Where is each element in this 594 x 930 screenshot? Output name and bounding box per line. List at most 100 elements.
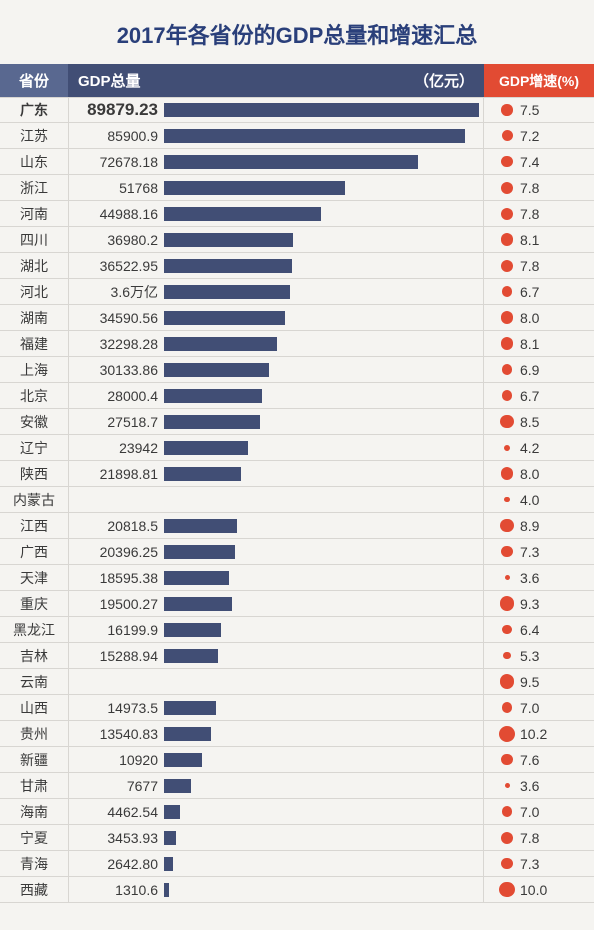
- growth-dot-icon: [500, 674, 515, 689]
- gdp-bar: [164, 155, 418, 169]
- table-row: 甘肃76773.6: [0, 773, 594, 799]
- bar-wrap: [164, 149, 483, 174]
- gdp-bar: [164, 805, 180, 819]
- bar-wrap: [164, 695, 483, 720]
- growth-value: 8.9: [520, 518, 539, 534]
- growth-cell: 6.4: [484, 617, 594, 642]
- gdp-value: 2642.80: [69, 856, 164, 872]
- header-gdp-label: GDP总量: [78, 70, 141, 91]
- growth-value: 7.8: [520, 830, 539, 846]
- province-cell: 河南: [0, 204, 68, 224]
- gdp-bar: [164, 389, 262, 403]
- gdp-cell: 4462.54: [68, 799, 484, 824]
- province-cell: 河北: [0, 282, 68, 302]
- table-row: 吉林15288.945.3: [0, 643, 594, 669]
- growth-value: 4.0: [520, 492, 539, 508]
- gdp-cell: 36522.95: [68, 253, 484, 278]
- gdp-cell: 72678.18: [68, 149, 484, 174]
- table-row: 河南44988.167.8: [0, 201, 594, 227]
- growth-dot-icon: [505, 575, 510, 580]
- table-row: 新疆109207.6: [0, 747, 594, 773]
- growth-dot-icon: [502, 286, 512, 296]
- gdp-bar: [164, 571, 229, 585]
- bar-wrap: [164, 98, 483, 122]
- gdp-bar: [164, 779, 191, 793]
- growth-dot-icon: [504, 497, 510, 503]
- growth-value: 8.1: [520, 336, 539, 352]
- growth-dot-icon: [501, 546, 512, 557]
- growth-cell: 3.6: [484, 773, 594, 798]
- bar-wrap: [164, 513, 483, 538]
- header-gdp: GDP总量 （亿元）: [68, 64, 484, 97]
- bar-wrap: [164, 487, 483, 512]
- growth-cell: 6.7: [484, 279, 594, 304]
- bar-wrap: [164, 253, 483, 278]
- growth-cell: 5.3: [484, 643, 594, 668]
- growth-dot-icon: [502, 625, 512, 635]
- gdp-value: 3.6万亿: [69, 282, 164, 302]
- province-cell: 贵州: [0, 724, 68, 744]
- growth-dot-icon: [500, 519, 514, 533]
- province-cell: 云南: [0, 672, 68, 692]
- gdp-value: 20818.5: [69, 518, 164, 534]
- table-header: 省份 GDP总量 （亿元） GDP增速(%): [0, 64, 594, 97]
- growth-value: 10.2: [520, 726, 547, 742]
- bar-wrap: [164, 435, 483, 460]
- bar-wrap: [164, 461, 483, 486]
- growth-dot-icon: [501, 832, 513, 844]
- growth-cell: 7.8: [484, 175, 594, 200]
- gdp-cell: 18595.38: [68, 565, 484, 590]
- bar-wrap: [164, 331, 483, 356]
- gdp-value: 32298.28: [69, 336, 164, 352]
- bar-wrap: [164, 123, 483, 148]
- gdp-cell: 20396.25: [68, 539, 484, 564]
- bar-wrap: [164, 799, 483, 824]
- gdp-bar: [164, 545, 235, 559]
- growth-cell: 4.0: [484, 487, 594, 512]
- bar-wrap: [164, 539, 483, 564]
- gdp-value: 36522.95: [69, 258, 164, 274]
- gdp-value: 1310.6: [69, 882, 164, 898]
- gdp-value: 4462.54: [69, 804, 164, 820]
- gdp-bar: [164, 883, 169, 897]
- gdp-bar: [164, 727, 211, 741]
- growth-dot-icon: [501, 182, 513, 194]
- growth-value: 3.6: [520, 570, 539, 586]
- growth-value: 6.4: [520, 622, 539, 638]
- growth-cell: 7.0: [484, 695, 594, 720]
- growth-value: 8.5: [520, 414, 539, 430]
- gdp-cell: 23942: [68, 435, 484, 460]
- gdp-value: 19500.27: [69, 596, 164, 612]
- table-row: 湖南34590.568.0: [0, 305, 594, 331]
- growth-dot-icon: [504, 445, 510, 451]
- gdp-value: 14973.5: [69, 700, 164, 716]
- growth-dot-icon: [505, 783, 510, 788]
- growth-value: 6.9: [520, 362, 539, 378]
- province-cell: 四川: [0, 230, 68, 250]
- growth-cell: 8.1: [484, 331, 594, 356]
- growth-cell: 7.4: [484, 149, 594, 174]
- growth-value: 7.3: [520, 544, 539, 560]
- gdp-bar: [164, 597, 232, 611]
- growth-cell: 3.6: [484, 565, 594, 590]
- gdp-bar: [164, 857, 173, 871]
- gdp-value: 27518.7: [69, 414, 164, 430]
- table-row: 浙江517687.8: [0, 175, 594, 201]
- gdp-cell: 89879.23: [68, 98, 484, 122]
- province-cell: 广东: [0, 100, 68, 120]
- growth-dot-icon: [499, 882, 515, 898]
- gdp-bar: [164, 233, 293, 247]
- province-cell: 湖北: [0, 256, 68, 276]
- gdp-cell: 36980.2: [68, 227, 484, 252]
- growth-dot-icon: [502, 364, 513, 375]
- bar-wrap: [164, 591, 483, 616]
- province-cell: 江苏: [0, 126, 68, 146]
- gdp-value: 72678.18: [69, 154, 164, 170]
- growth-cell: 9.3: [484, 591, 594, 616]
- bar-wrap: [164, 409, 483, 434]
- gdp-value: 34590.56: [69, 310, 164, 326]
- growth-cell: 10.0: [484, 877, 594, 902]
- gdp-bar: [164, 753, 202, 767]
- gdp-bar: [164, 467, 241, 481]
- gdp-value: 23942: [69, 440, 164, 456]
